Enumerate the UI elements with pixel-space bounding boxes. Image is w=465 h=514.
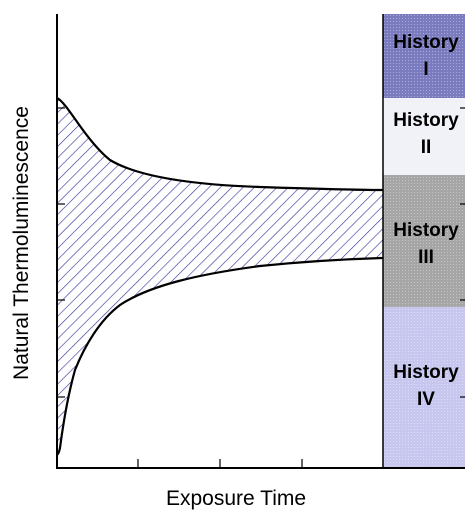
history-panel: History I History II History III History… — [383, 14, 465, 468]
history-band-1: History I — [383, 14, 465, 98]
history-3-title: History — [393, 220, 459, 241]
upper-envelope-curve — [56, 96, 384, 192]
history-band-4: History IV — [383, 307, 465, 468]
x-axis-label: Exposure Time — [166, 487, 306, 510]
history-3-numeral: III — [418, 247, 434, 268]
history-band-2: History II — [383, 98, 465, 175]
hatched-envelope — [57, 98, 383, 455]
history-2-numeral: II — [421, 137, 432, 158]
history-1-title: History — [393, 32, 459, 53]
history-4-title: History — [393, 362, 459, 383]
history-band-3: History III — [383, 175, 465, 307]
history-1-numeral: I — [423, 59, 428, 80]
lower-envelope-curve — [56, 256, 384, 456]
axis-ticks — [57, 107, 465, 468]
plot-frame — [56, 14, 465, 469]
y-axis-label: Natural Thermoluminescence — [10, 106, 33, 380]
history-2-title: History — [393, 110, 459, 131]
history-4-numeral: IV — [417, 389, 435, 410]
